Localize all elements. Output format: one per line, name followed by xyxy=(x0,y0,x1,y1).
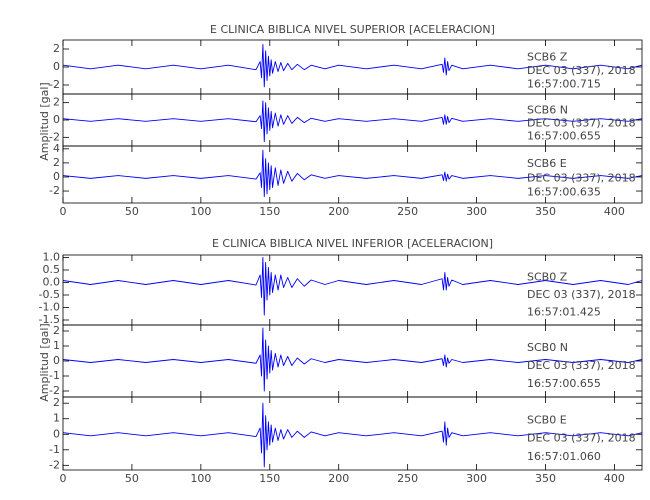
trace-annotation: SCB6 Z xyxy=(527,50,568,63)
y-tick-label: 4 xyxy=(53,142,60,155)
y-tick-label: 1.0 xyxy=(43,251,61,264)
y-tick-label: -2 xyxy=(49,384,60,397)
trace-annotation: DEC 03 (337), 2018 xyxy=(527,288,636,301)
x-tick-label: 0 xyxy=(60,205,67,218)
y-tick-label: -2 xyxy=(49,184,60,197)
trace-annotation: 16:57:00.655 xyxy=(527,130,601,143)
y-tick-label: 0 xyxy=(53,170,60,183)
waveform xyxy=(62,149,643,198)
y-tick-label: 2 xyxy=(53,156,60,169)
x-tick-label: 250 xyxy=(397,472,418,485)
trace-annotation: SCB0 N xyxy=(527,341,568,354)
panel-frame xyxy=(62,396,643,471)
x-tick-label: 50 xyxy=(125,472,139,485)
y-tick-label: -2 xyxy=(49,458,60,471)
waveform xyxy=(62,402,643,468)
chart-title: E CLINICA BIBLICA NIVEL SUPERIOR [ACELER… xyxy=(210,23,495,36)
trace-annotation: 16:57:01.060 xyxy=(527,450,601,463)
y-axis-label: Amplitud [gal] xyxy=(38,323,51,401)
trace-annotation: SCB6 E xyxy=(527,157,567,170)
y-tick-label: -2 xyxy=(49,78,60,91)
y-tick-label: -1 xyxy=(49,369,60,382)
trace-annotation: SCB6 N xyxy=(527,104,568,117)
y-tick-label: -1.0 xyxy=(39,301,60,314)
y-tick-label: -1 xyxy=(49,443,60,456)
trace-annotation: SCB0 E xyxy=(527,413,567,426)
y-tick-label: 0 xyxy=(53,60,60,73)
x-tick-label: 150 xyxy=(259,472,280,485)
x-tick-label: 200 xyxy=(328,205,349,218)
x-tick-label: 350 xyxy=(535,472,556,485)
y-tick-label: 0.0 xyxy=(43,276,61,289)
x-tick-label: 400 xyxy=(604,205,625,218)
trace-annotation: 16:57:00.715 xyxy=(527,77,601,90)
y-tick-label: 1 xyxy=(53,412,60,425)
trace-annotation: SCB0 Z xyxy=(527,270,568,283)
y-tick-label: 2 xyxy=(53,42,60,55)
y-tick-label: 0 xyxy=(53,354,60,367)
y-tick-label: 2 xyxy=(53,396,60,409)
waveform xyxy=(62,44,643,88)
waveform xyxy=(62,257,643,316)
x-tick-label: 0 xyxy=(60,472,67,485)
x-tick-label: 300 xyxy=(466,205,487,218)
x-tick-label: 300 xyxy=(466,472,487,485)
chart-title: E CLINICA BIBLICA NIVEL INFERIOR [ACELER… xyxy=(212,237,493,250)
trace-annotation: DEC 03 (337), 2018 xyxy=(527,359,636,372)
y-tick-label: 1 xyxy=(53,339,60,352)
x-tick-label: 350 xyxy=(535,205,556,218)
x-tick-label: 400 xyxy=(604,472,625,485)
x-tick-label: 50 xyxy=(125,205,139,218)
y-tick-label: -1.5 xyxy=(39,313,60,326)
x-tick-label: 100 xyxy=(190,205,211,218)
y-tick-label: 0 xyxy=(53,427,60,440)
panel-frame xyxy=(62,145,643,204)
y-tick-label: -0.5 xyxy=(39,288,60,301)
x-tick-label: 150 xyxy=(259,205,280,218)
waveform xyxy=(62,327,643,392)
y-tick-label: 0.5 xyxy=(43,263,61,276)
trace-annotation: 16:57:00.655 xyxy=(527,377,601,390)
x-tick-label: 100 xyxy=(190,472,211,485)
trace-annotation: 16:57:01.425 xyxy=(527,305,601,318)
trace-annotation: DEC 03 (337), 2018 xyxy=(527,64,636,77)
y-axis-label: Amplitud [gal] xyxy=(38,82,51,160)
y-tick-label: 2 xyxy=(53,96,60,109)
trace-annotation: 16:57:00.635 xyxy=(527,186,601,199)
y-tick-label: -2 xyxy=(49,130,60,143)
trace-annotation: DEC 03 (337), 2018 xyxy=(527,171,636,184)
y-tick-label: 2 xyxy=(53,324,60,337)
waveform xyxy=(62,100,643,143)
y-tick-label: 0 xyxy=(53,113,60,126)
trace-annotation: DEC 03 (337), 2018 xyxy=(527,117,636,130)
x-tick-label: 200 xyxy=(328,472,349,485)
trace-annotation: DEC 03 (337), 2018 xyxy=(527,432,636,445)
x-tick-label: 250 xyxy=(397,205,418,218)
